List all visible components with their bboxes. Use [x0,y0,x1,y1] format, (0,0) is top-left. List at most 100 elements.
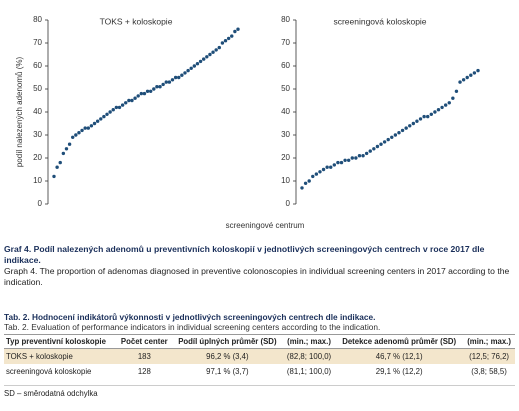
data-point [136,94,140,98]
data-point [120,103,125,107]
data-point [99,117,103,121]
data-point [124,101,128,105]
footnote: SD – směrodatná odchylka [4,385,515,398]
data-point [152,87,156,91]
data-point [307,179,311,183]
data-point [217,45,221,50]
data-point [314,172,319,176]
data-point [393,133,398,137]
data-point [303,181,308,185]
data-point [89,124,94,128]
data-point [443,103,448,107]
data-point [173,75,178,80]
data-point [61,151,66,156]
data-point [80,128,84,133]
data-point [214,48,218,52]
table-title: Tab. 2. Hodnocení indikátorů výkonnosti … [4,312,376,322]
data-point [164,80,168,84]
data-point [339,160,344,165]
data-point [108,110,112,114]
data-point [195,62,200,66]
data-point [311,174,315,179]
data-point [300,186,304,190]
table-cell: (81,1; 100,0) [286,367,332,376]
data-point [408,124,412,128]
data-point [167,80,172,84]
data-point [361,154,365,158]
data-point [130,98,134,103]
table-block: Tab. 2. Hodnocení indikátorů výkonnosti … [4,312,515,398]
data-point [211,50,215,54]
data-point [390,135,394,139]
table: Typ preventivní koloskopie Počet center Po… [4,334,515,379]
charts: screeningové centrum 0 10 20 30 40 50 60 70 80 TO… [15,15,480,230]
table-cell: TOKS + koloskopie [4,348,117,364]
data-point [343,158,347,162]
caption-czech: Graf 4. Podíl nalezených adenomů u preve… [4,244,485,265]
data-point [400,128,405,133]
data-point [71,135,75,139]
chart-title: screeningová koloskopie [333,16,426,26]
y-tick-label: 60 [33,61,42,70]
data-point [418,117,423,121]
data-point [142,91,147,96]
y-tick-label: 40 [33,107,42,116]
data-point [180,73,184,77]
data-point [55,165,59,169]
y-tick-label: 30 [281,130,290,139]
data-point [382,140,387,144]
data-point [461,78,466,82]
data-point [325,165,329,169]
header-cell: (min.; max.) [282,334,336,349]
table-cell: 183 [116,348,172,364]
data-point [364,151,369,156]
data-point [223,39,228,43]
y-tick-label: 80 [281,15,290,24]
data-point [161,82,165,87]
y-tick-label: 40 [281,107,290,116]
data-point [205,55,209,59]
y-tick-label: 30 [33,130,42,139]
data-point [133,96,137,100]
x-axis-label: screeningové centrum [226,221,305,230]
header-cell: Počet center [116,334,172,349]
y-tick-label: 70 [33,38,42,47]
table-cell: 29,1 % (12,2) [375,367,423,376]
table-cell: screeningová koloskopie [6,367,92,376]
table-cell: (3,8; 58,5) [471,367,507,376]
data-point [433,110,437,114]
data-point [411,121,416,126]
data-point [465,75,469,80]
data-point [58,160,62,165]
data-point [127,98,131,103]
table-row: screeningová koloskopie 128 97,1 % (3,7) (8… [4,364,515,379]
data-point [346,158,351,162]
data-point [321,167,326,172]
data-point [451,96,455,100]
y-tick-label: 20 [281,153,290,162]
data-point [404,126,408,130]
data-point [183,71,187,75]
data-point [77,131,81,135]
data-point [95,119,100,123]
data-point [429,112,434,117]
y-tick-label: 70 [281,38,290,47]
y-tick-label: 50 [281,84,290,93]
data-point [64,147,69,151]
data-point [476,68,480,73]
data-point [102,114,106,119]
data-point [415,119,419,123]
data-point [201,57,206,61]
header-cell: Detekce adenomů průměr (SD) [335,334,464,349]
data-point [440,105,444,110]
header-cell: Typ preventivní koloskopie [4,334,117,349]
data-point [67,142,72,146]
y-tick-label: 10 [281,176,290,185]
data-point [92,121,97,126]
data-point [379,142,383,146]
data-point [472,71,477,75]
data-point [329,165,333,169]
data-point [198,59,203,64]
data-point [354,156,358,160]
data-point [189,66,193,71]
